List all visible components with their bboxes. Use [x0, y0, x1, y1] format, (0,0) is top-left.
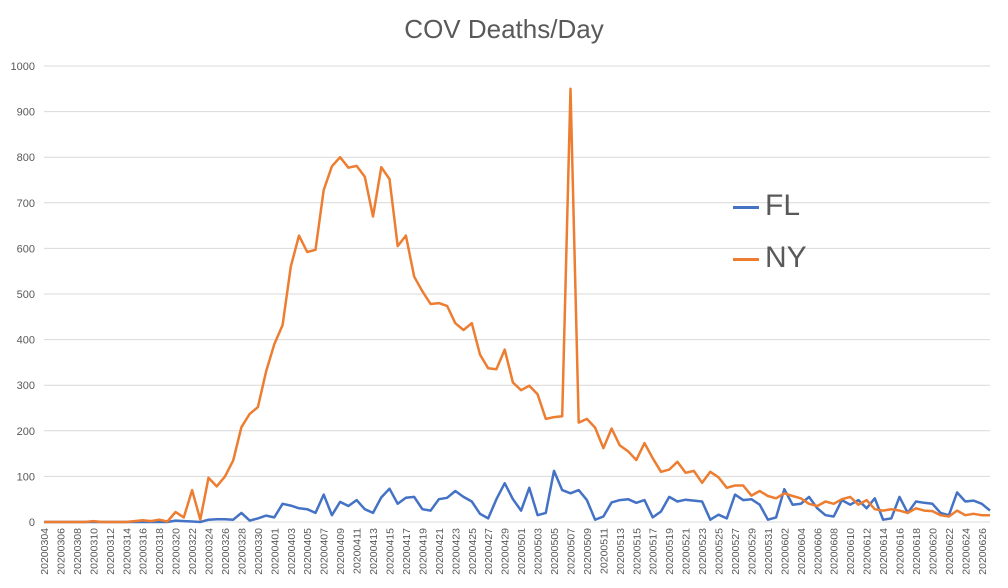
x-tick-label: 20200531	[763, 528, 775, 575]
x-tick-label: 20200606	[812, 528, 824, 575]
x-tick-label: 20200425	[467, 528, 479, 575]
x-tick-label: 20200427	[483, 528, 495, 575]
x-tick-label: 20200324	[204, 528, 216, 575]
x-tick-label: 20200308	[72, 528, 84, 575]
x-tick-label: 20200507	[565, 528, 577, 575]
y-tick-label: 0	[29, 517, 35, 529]
series-lines	[44, 87, 991, 524]
x-tick-label: 20200419	[417, 528, 429, 575]
x-tick-label: 20200328	[236, 528, 248, 575]
x-tick-label: 20200610	[845, 528, 857, 575]
legend-swatch-fl	[733, 206, 759, 209]
x-tick-label: 20200509	[582, 528, 594, 575]
y-tick-label: 400	[17, 335, 35, 347]
x-tick-label: 20200515	[631, 528, 643, 575]
x-tick-label: 20200523	[697, 528, 709, 575]
x-tick-label: 20200622	[944, 528, 956, 575]
x-tick-label: 20200409	[335, 528, 347, 575]
x-tick-label: 20200513	[615, 528, 627, 575]
x-tick-label: 20200320	[171, 528, 183, 575]
x-tick-label: 20200330	[253, 528, 265, 575]
x-tick-label: 20200612	[862, 528, 874, 575]
y-tick-label: 500	[17, 289, 35, 301]
x-axis-ticks: 20200304 20200306 20200308 20200310 20200312…	[39, 528, 989, 575]
x-tick-label: 20200511	[598, 528, 610, 574]
series-line-ny	[44, 87, 990, 524]
x-tick-label: 20200411	[352, 528, 364, 574]
x-tick-label: 20200529	[746, 528, 758, 575]
x-tick-label: 20200322	[187, 528, 199, 575]
y-tick-label: 200	[17, 426, 35, 438]
x-tick-label: 20200429	[500, 528, 512, 575]
x-tick-label: 20200417	[401, 528, 413, 575]
x-tick-label: 20200407	[319, 528, 331, 575]
x-tick-label: 20200626	[977, 528, 989, 575]
y-tick-label: 100	[17, 471, 35, 483]
x-tick-label: 20200501	[516, 528, 528, 575]
x-tick-label: 20200616	[895, 528, 907, 575]
y-tick-label: 700	[17, 198, 35, 210]
y-axis-ticks: 0 100 200 300 400 500 600 700 800 900 1000	[11, 61, 35, 529]
x-tick-label: 20200614	[878, 528, 890, 575]
x-tick-label: 20200304	[39, 528, 51, 575]
x-tick-label: 20200312	[105, 528, 117, 575]
x-tick-label: 20200618	[911, 528, 923, 575]
x-tick-label: 20200306	[55, 528, 67, 575]
x-tick-label: 20200403	[286, 528, 298, 575]
x-tick-label: 20200310	[88, 528, 100, 575]
x-tick-label: 20200525	[714, 528, 726, 575]
x-tick-label: 20200527	[730, 528, 742, 575]
y-tick-label: 600	[17, 243, 35, 255]
x-tick-label: 20200503	[533, 528, 545, 575]
x-tick-label: 20200405	[302, 528, 314, 575]
y-tick-label: 300	[17, 380, 35, 392]
x-tick-label: 20200423	[450, 528, 462, 575]
x-tick-label: 20200505	[549, 528, 561, 575]
x-tick-label: 20200519	[664, 528, 676, 575]
x-tick-label: 20200624	[960, 528, 972, 575]
x-tick-label: 20200415	[384, 528, 396, 575]
y-tick-label: 900	[17, 107, 35, 119]
x-tick-label: 20200413	[368, 528, 380, 575]
x-tick-label: 20200421	[434, 528, 446, 575]
series-line-fl	[44, 469, 991, 524]
chart-title: COV Deaths/Day	[404, 14, 604, 44]
x-tick-label: 20200604	[796, 528, 808, 575]
x-tick-label: 20200620	[927, 528, 939, 575]
legend-swatch-ny	[733, 258, 759, 261]
y-tick-label: 800	[17, 152, 35, 164]
x-tick-label: 20200521	[681, 528, 693, 575]
x-tick-label: 20200517	[648, 528, 660, 575]
x-tick-label: 20200318	[154, 528, 166, 575]
gridlines	[44, 65, 990, 523]
x-tick-label: 20200401	[269, 528, 281, 575]
x-tick-label: 20200326	[220, 528, 232, 575]
x-tick-label: 20200314	[121, 528, 133, 575]
x-tick-label: 20200316	[138, 528, 150, 575]
y-tick-label: 1000	[11, 61, 35, 73]
legend-label-fl: FL	[765, 189, 801, 222]
x-tick-label: 20200602	[779, 528, 791, 575]
x-tick-label: 20200608	[829, 528, 841, 575]
legend-label-ny: NY	[765, 241, 807, 274]
